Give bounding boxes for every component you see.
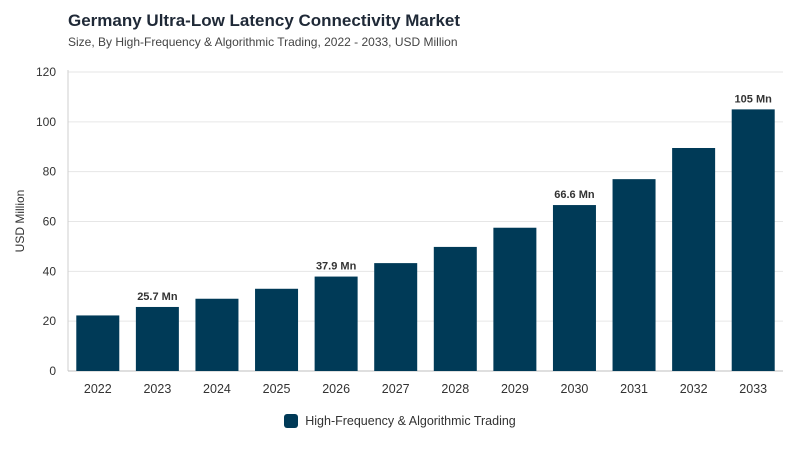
data-labels: 25.7 Mn 37.9 Mn 66.6 Mn 105 Mn (137, 93, 772, 303)
y-tick-label: 60 (43, 215, 57, 229)
axes: 0 20 40 60 80 100 120 2022 2023 2024 2025 2026 2027 2… (36, 65, 783, 396)
bar-2029 (493, 227, 537, 371)
bar-2030 (552, 205, 596, 371)
bar-2027 (374, 263, 418, 371)
legend-swatch (284, 414, 299, 428)
x-tick-label: 2024 (203, 382, 231, 396)
data-label: 66.6 Mn (554, 189, 595, 201)
data-label: 105 Mn (735, 93, 773, 105)
bar-2022 (76, 315, 120, 371)
x-tick-label: 2023 (143, 382, 171, 396)
chart-title: Germany Ultra-Low Latency Connectivity M… (68, 11, 461, 30)
y-tick-label: 80 (43, 165, 57, 179)
legend-label: High-Frequency & Algorithmic Trading (305, 414, 516, 428)
bar-2025 (255, 288, 299, 371)
x-tick-label: 2025 (263, 382, 291, 396)
bar-2028 (433, 246, 477, 371)
x-tick-label: 2033 (739, 382, 767, 396)
bars (76, 109, 775, 371)
gridlines (68, 71, 783, 322)
y-tick-label: 40 (43, 264, 57, 278)
x-tick-label: 2028 (441, 382, 469, 396)
bar-2023 (135, 306, 179, 371)
x-tick-label: 2022 (84, 382, 112, 396)
chart-legend: High-Frequency & Algorithmic Trading (0, 414, 800, 428)
data-label: 37.9 Mn (316, 261, 357, 273)
y-axis-label: USD Million (13, 190, 27, 253)
bar-2032 (672, 147, 716, 371)
bar-2033 (731, 109, 775, 371)
y-tick-label: 120 (36, 65, 56, 79)
chart-subtitle: Size, By High-Frequency & Algorithmic Tr… (68, 35, 458, 49)
y-tick-label: 20 (43, 314, 57, 328)
bar-2031 (612, 179, 656, 371)
x-tick-label: 2026 (322, 382, 350, 396)
x-tick-label: 2031 (620, 382, 648, 396)
bar-2026 (314, 276, 358, 371)
x-tick-label: 2032 (680, 382, 708, 396)
x-tick-label: 2027 (382, 382, 410, 396)
x-tick-label: 2029 (501, 382, 529, 396)
bar-2024 (195, 298, 239, 371)
data-label: 25.7 Mn (137, 291, 178, 303)
y-tick-label: 100 (36, 115, 56, 129)
x-tick-label: 2030 (561, 382, 589, 396)
y-tick-label: 0 (49, 364, 56, 378)
